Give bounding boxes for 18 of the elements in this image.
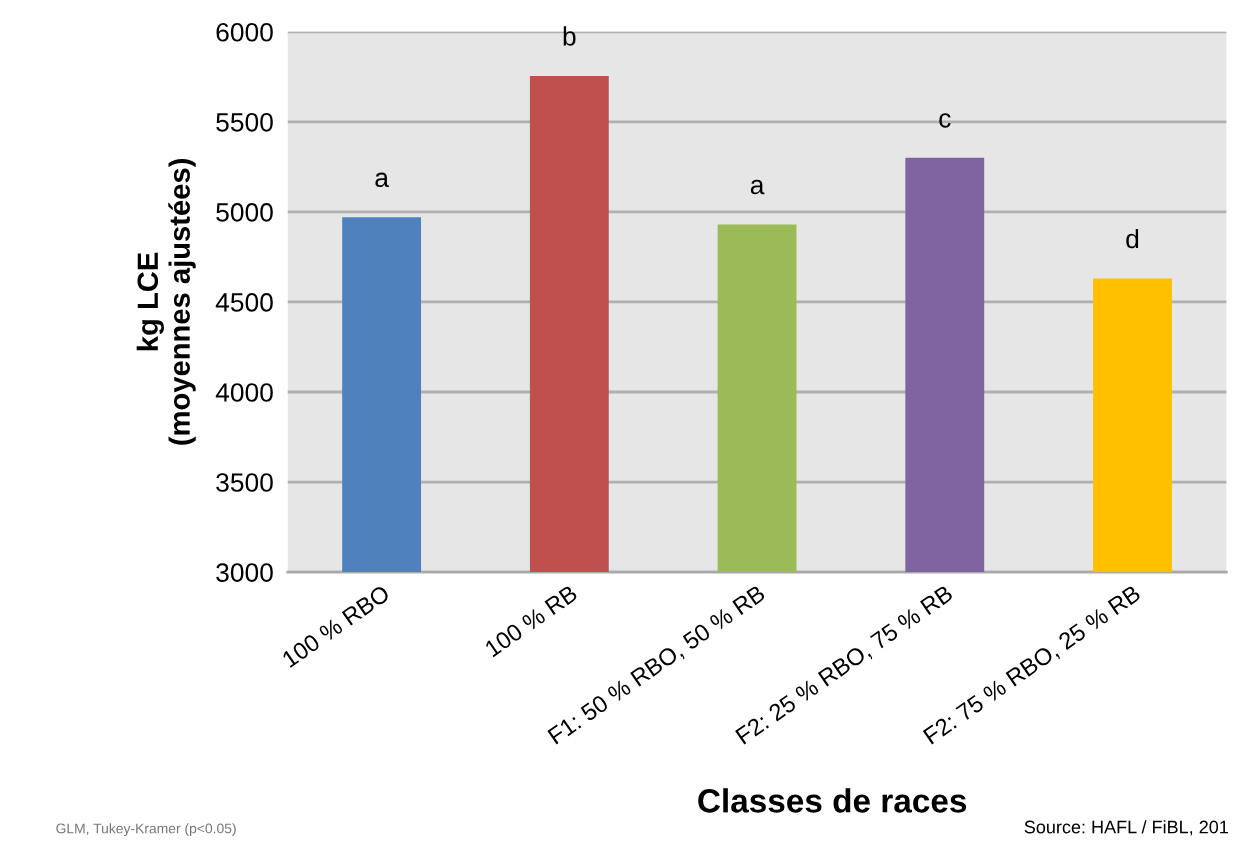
annotation: a <box>750 179 765 195</box>
y-tick-label: 5000 <box>216 203 273 222</box>
annotation: d <box>1126 228 1139 249</box>
annotation: c <box>939 113 951 128</box>
text: GLM, Tukey-Kramer (p<0.05) <box>56 823 236 837</box>
source-note: Source: HAFL / FiBL, 201 <box>1024 820 1228 836</box>
y-tick-label: 3500 <box>216 473 273 492</box>
y-tick-label: 4000 <box>215 383 273 402</box>
x-axis-title: Classes de races <box>698 788 967 813</box>
x-tick-label: 100 % RB <box>484 584 579 658</box>
x-tick-label: 100 % RBO <box>281 584 391 668</box>
y-tick-label: 4500 <box>215 293 273 312</box>
annotation: b <box>563 26 576 46</box>
y-tick-label: 6000 <box>216 22 273 42</box>
y-tick-label: 5500 <box>216 112 273 132</box>
y-axis-title: kg LCE (moyennes ajustées) <box>136 159 196 445</box>
y-tick-label: 3000 <box>216 563 273 582</box>
annotation: a <box>375 172 389 188</box>
